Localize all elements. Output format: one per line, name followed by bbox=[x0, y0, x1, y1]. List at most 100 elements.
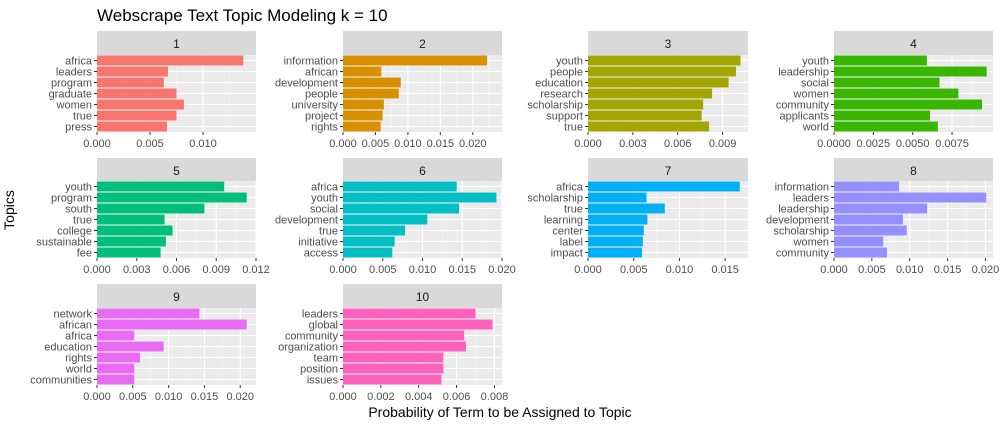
term-label: graduate bbox=[49, 89, 92, 101]
term-label: rights bbox=[311, 122, 338, 134]
bar bbox=[343, 192, 497, 203]
bar bbox=[343, 236, 395, 247]
bar bbox=[97, 192, 247, 203]
x-tick-label: 0.0025 bbox=[857, 138, 891, 150]
x-axis-title: Probability of Term to be Assigned to To… bbox=[368, 404, 632, 420]
bar bbox=[588, 181, 740, 192]
facet-strip-label: 6 bbox=[419, 164, 426, 178]
facet-strip-label: 7 bbox=[665, 164, 672, 178]
term-label: support bbox=[546, 111, 583, 123]
x-tick-label: 0.015 bbox=[934, 264, 962, 276]
x-tick-label: 0.000 bbox=[329, 264, 357, 276]
term-label: college bbox=[57, 226, 92, 238]
x-tick-label: 0.012 bbox=[242, 264, 270, 276]
x-tick-label: 0.002 bbox=[367, 391, 395, 403]
bar bbox=[343, 55, 488, 66]
term-label: scholarship bbox=[527, 193, 583, 205]
x-tick-label: 0.015 bbox=[448, 264, 476, 276]
term-label: fee bbox=[77, 248, 92, 260]
facet-strip-label: 3 bbox=[665, 37, 672, 51]
bar bbox=[343, 99, 384, 110]
bar bbox=[588, 110, 702, 121]
x-tick-label: 0.005 bbox=[858, 264, 886, 276]
x-tick-label: 0.010 bbox=[896, 264, 924, 276]
bar bbox=[343, 214, 428, 225]
bar bbox=[97, 352, 140, 363]
bar bbox=[588, 203, 665, 214]
bar bbox=[343, 247, 393, 258]
bar bbox=[97, 308, 200, 319]
bar bbox=[588, 99, 704, 110]
term-label: issues bbox=[307, 375, 339, 387]
bar bbox=[97, 181, 225, 192]
term-label: initiative bbox=[298, 237, 338, 249]
facet-panel-3: 3 0.000 0.003 0.006 0.009 youthpeopleeducatio… bbox=[527, 31, 748, 150]
term-label: world bbox=[65, 364, 92, 376]
term-label: true bbox=[564, 122, 583, 134]
x-tick-label: 0.006 bbox=[163, 264, 191, 276]
bar bbox=[343, 225, 406, 236]
facet-panel-6: 6 0.000 0.005 0.010 0.015 0.020 africayouthsoc… bbox=[275, 158, 516, 276]
bar bbox=[343, 203, 460, 214]
term-label: women bbox=[793, 89, 829, 101]
term-label: community bbox=[776, 248, 830, 260]
facet-strip-label: 2 bbox=[419, 37, 426, 51]
bar bbox=[343, 110, 383, 121]
bar bbox=[834, 247, 887, 258]
bar bbox=[343, 77, 401, 88]
term-label: scholarship bbox=[527, 100, 583, 112]
term-label: social bbox=[801, 78, 829, 90]
term-label: team bbox=[314, 353, 338, 365]
x-tick-label: 0.005 bbox=[620, 264, 648, 276]
x-tick-label: 0.004 bbox=[405, 391, 433, 403]
term-label: scholarship bbox=[773, 226, 829, 238]
term-label: applicants bbox=[779, 111, 829, 123]
term-label: women bbox=[793, 237, 829, 249]
x-tick-label: 0.009 bbox=[202, 264, 230, 276]
x-tick-label: 0.005 bbox=[369, 264, 397, 276]
facet-panel-9: 9 0.000 0.005 0.010 0.015 0.020 networkafrican… bbox=[30, 284, 256, 403]
bar bbox=[97, 330, 135, 341]
term-label: leaders bbox=[56, 67, 93, 79]
bar bbox=[343, 121, 381, 132]
x-tick-label: 0.003 bbox=[619, 138, 647, 150]
y-axis-title: Topics bbox=[1, 190, 17, 230]
term-label: access bbox=[304, 248, 339, 260]
facet-strip bbox=[97, 284, 256, 308]
facet-panel-8: 80.000 0.005 0.010 0.015 0.020informationlea… bbox=[766, 158, 999, 276]
x-tick-label: 0.008 bbox=[481, 391, 509, 403]
bar bbox=[343, 374, 442, 385]
term-label: africa bbox=[65, 56, 93, 68]
term-label: label bbox=[560, 237, 583, 249]
bar bbox=[343, 66, 382, 77]
x-tick-label: 0.015 bbox=[711, 264, 739, 276]
bar bbox=[588, 88, 713, 99]
x-tick-label: 0.010 bbox=[189, 138, 217, 150]
bar bbox=[97, 363, 135, 374]
x-tick-label: 0.010 bbox=[155, 391, 183, 403]
x-tick-label: 0.020 bbox=[488, 264, 516, 276]
term-label: university bbox=[292, 100, 339, 112]
term-label: world bbox=[802, 122, 829, 134]
facet-strip bbox=[97, 31, 256, 55]
facet-strip bbox=[834, 158, 993, 181]
bar bbox=[588, 77, 729, 88]
x-tick-label: 0.0075 bbox=[935, 138, 969, 150]
bar bbox=[97, 247, 161, 258]
bar bbox=[588, 247, 642, 258]
bar bbox=[588, 225, 644, 236]
x-tick-label: 0.010 bbox=[409, 264, 437, 276]
term-label: press bbox=[65, 122, 92, 134]
bar bbox=[97, 110, 177, 121]
bar bbox=[343, 319, 493, 330]
bar bbox=[97, 66, 169, 77]
bar bbox=[97, 374, 135, 385]
x-tick-label: 0.010 bbox=[394, 138, 422, 150]
term-label: information bbox=[284, 56, 338, 68]
x-tick-label: 0.020 bbox=[972, 264, 1000, 276]
term-label: true bbox=[73, 111, 92, 123]
term-label: education bbox=[535, 78, 583, 90]
term-label: youth bbox=[311, 193, 338, 205]
bar bbox=[343, 363, 444, 374]
x-tick-label: 0.005 bbox=[136, 138, 164, 150]
